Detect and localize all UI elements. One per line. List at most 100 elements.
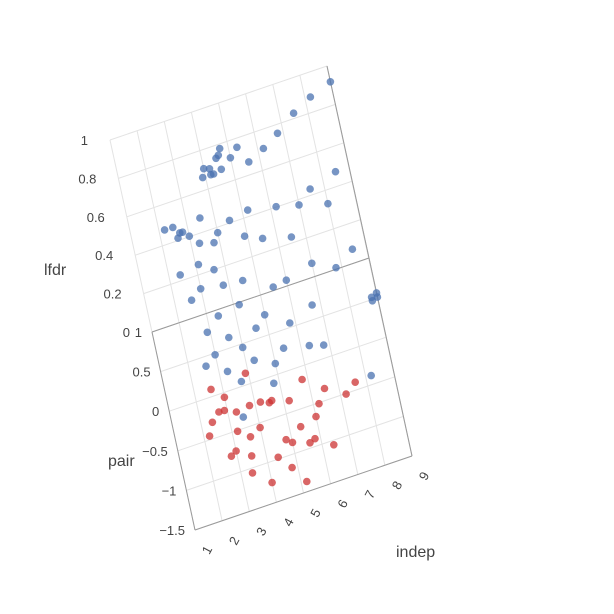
scatter-point [303, 477, 311, 486]
scatter-point [288, 438, 297, 447]
x-tick-label: 5 [307, 506, 324, 519]
scatter-point [315, 399, 323, 408]
floor-grid-line [260, 294, 304, 494]
y-tick-label: 0.5 [133, 365, 151, 380]
box-edge [151, 257, 370, 333]
scatter-point [205, 432, 214, 440]
back-wall-grid-line [190, 112, 234, 305]
scatter-point [308, 301, 316, 309]
scatter-point [258, 234, 267, 243]
y-tick-label: 0 [152, 404, 159, 419]
scatter-point [285, 396, 294, 405]
floor-grid-line [232, 304, 277, 503]
scatter-point [286, 319, 294, 327]
scatter-point [210, 238, 218, 247]
floor-grid-line [341, 267, 386, 466]
z-tick-label: 1 [81, 133, 88, 148]
scatter-point [256, 398, 265, 406]
scatter-point [174, 234, 182, 242]
scatter-point [219, 281, 228, 290]
z-tick-label: 0.2 [104, 287, 122, 302]
scatter-point [207, 385, 215, 394]
points-layer [160, 78, 382, 487]
scatter-point [312, 412, 320, 421]
y-tick-label: −1.5 [159, 523, 185, 538]
scatter-point [220, 393, 229, 402]
scatter-point [279, 344, 288, 353]
z-tick-label: 0.4 [95, 248, 113, 263]
scatter-point [289, 109, 298, 117]
floor-grid-line [287, 285, 332, 484]
scatter-point [225, 333, 233, 342]
scatter-point [348, 245, 357, 253]
scatter-point [367, 293, 376, 302]
scatter-point [273, 129, 282, 138]
scatter-point [306, 439, 314, 447]
scatter-point [239, 413, 248, 421]
scatter-point [296, 422, 305, 431]
scatter-point [267, 396, 276, 405]
scatter-point [308, 259, 316, 268]
scatter-point [194, 260, 203, 269]
scatter-point [169, 223, 177, 232]
z-tick-label: 0.8 [78, 171, 96, 186]
scatter-point [225, 216, 234, 225]
scatter-point [233, 143, 241, 152]
scatter-point [241, 369, 250, 378]
z-axis-title: lfdr [44, 262, 67, 279]
x-axis-title: indep [396, 544, 435, 561]
scatter-point [220, 406, 229, 415]
x-tick-label: 6 [334, 497, 351, 510]
x-tick-label: 3 [253, 525, 270, 538]
scatter-point [373, 293, 382, 301]
scatter-point [187, 296, 196, 305]
scatter-point [268, 478, 276, 487]
back-wall-grid-line [109, 65, 328, 141]
scatter-point [246, 433, 255, 441]
z-tick-label: 0 [123, 325, 130, 340]
scatter-point [305, 341, 314, 350]
scatter-point [298, 375, 306, 384]
scatter-point [214, 312, 223, 320]
scatter-point [238, 343, 247, 352]
scatter-point [211, 351, 219, 359]
scatter-point [250, 356, 258, 365]
y-tick-label: −0.5 [142, 444, 168, 459]
x-tick-label: 9 [416, 469, 433, 482]
floor-grid-line [314, 276, 359, 475]
scatter-point [324, 199, 332, 208]
scatter-point [232, 408, 241, 416]
back-wall-grid-line [218, 102, 261, 296]
scatter-point [227, 452, 236, 461]
floor-grid-line [186, 415, 404, 491]
grid-layer [109, 65, 413, 531]
scatter-point [332, 263, 340, 272]
back-wall-grid-line [245, 93, 289, 286]
scatter-point [367, 371, 376, 380]
scatter-point [176, 271, 184, 279]
scatter-point [243, 206, 252, 214]
scatter-point [215, 144, 224, 153]
y-tick-label: −1 [162, 483, 177, 498]
scatter-point [319, 341, 328, 349]
x-tick-label: 1 [199, 543, 216, 556]
scatter-point [330, 441, 338, 449]
scatter-point [311, 434, 319, 443]
scatter-point [245, 401, 254, 410]
scatter-point [320, 384, 329, 393]
scatter-point [248, 469, 257, 477]
scatter-point [326, 78, 335, 86]
floor-grid-line [178, 322, 223, 521]
scatter-point [288, 463, 296, 472]
y-tick-label: 1 [135, 325, 142, 340]
scatter-point [196, 214, 204, 222]
back-wall-grid-line [136, 130, 180, 323]
box-edge [194, 455, 413, 531]
scatter-point [270, 379, 278, 388]
back-wall-grid-line [109, 139, 153, 333]
scatter-point [245, 158, 253, 166]
scatter-point [342, 390, 350, 398]
back-wall-grid-line [272, 84, 316, 277]
scatter-point [235, 300, 243, 309]
